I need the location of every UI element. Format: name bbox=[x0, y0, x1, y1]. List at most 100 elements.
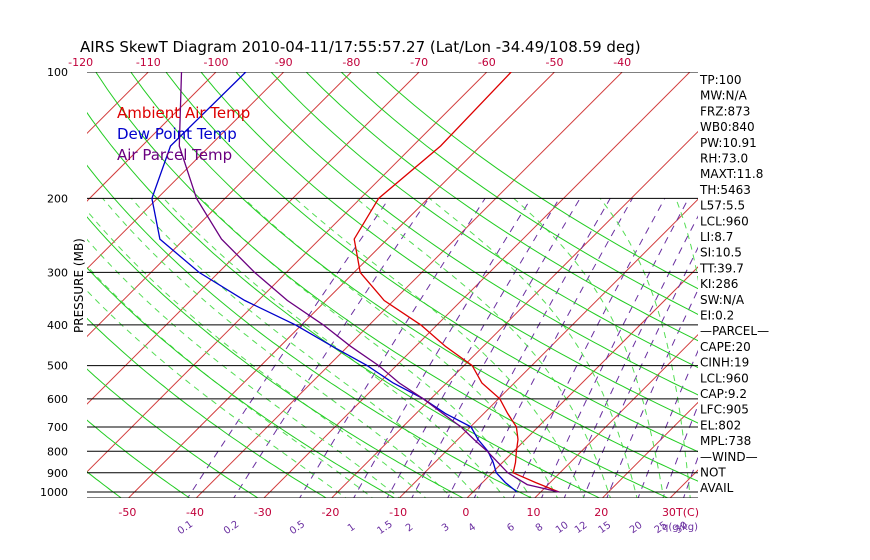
moist-adiabat-line bbox=[87, 290, 347, 498]
pressure-tick-label: 200 bbox=[47, 192, 68, 205]
isotherm-line bbox=[669, 469, 698, 498]
top-temperature-tick: -80 bbox=[342, 56, 360, 69]
y-axis-label: PRESSURE (MB) bbox=[72, 238, 86, 333]
moist-adiabat-line bbox=[87, 210, 427, 498]
isotherm-line bbox=[263, 72, 691, 498]
top-temperature-tick: -40 bbox=[613, 56, 631, 69]
sounding-index-item: RH:73.0 bbox=[700, 152, 748, 166]
isotherm-line bbox=[330, 130, 698, 498]
ambient-air-temp-profile bbox=[353, 72, 560, 493]
pressure-tick-label: 300 bbox=[47, 266, 68, 279]
sounding-index-item: PW:10.91 bbox=[700, 136, 757, 150]
dry-adiabat-line bbox=[130, 72, 698, 482]
mixing-ratio-tick: 12 bbox=[573, 520, 590, 536]
dry-adiabat-line bbox=[270, 72, 698, 369]
mixing-ratio-unit: q(g/kg) bbox=[662, 522, 698, 533]
sounding-index-item: EI:0.2 bbox=[700, 309, 734, 323]
mixing-ratio-line bbox=[563, 215, 698, 498]
dry-adiabat-line bbox=[87, 317, 328, 498]
moist-adiabat-line bbox=[200, 198, 532, 498]
top-temperature-tick: -50 bbox=[546, 56, 564, 69]
dry-adiabat-line bbox=[87, 267, 396, 498]
sounding-index-item: LCL:960 bbox=[700, 214, 749, 228]
isotherm-line bbox=[127, 72, 556, 498]
mixing-ratio-tick: 6 bbox=[505, 522, 517, 535]
bottom-temperature-tick: 10 bbox=[527, 506, 541, 519]
top-temperature-axis: -120 -110 -100 -90 -80 -70 -60 -50 -40 bbox=[68, 56, 631, 69]
mixing-ratio-tick: 8 bbox=[534, 522, 546, 535]
isotherm-line bbox=[87, 72, 150, 135]
chart-title: AIRS SkewT Diagram 2010-04-11/17:55:57.2… bbox=[80, 38, 641, 56]
top-temperature-tick: -120 bbox=[68, 56, 93, 69]
moist-adiabat-line bbox=[513, 198, 665, 498]
pressure-tick-label: 800 bbox=[47, 445, 68, 458]
mixing-ratio-line bbox=[540, 198, 689, 498]
isotherm-line bbox=[87, 72, 217, 202]
dry-adiabat-line bbox=[87, 164, 533, 498]
sounding-index-item: TT:39.7 bbox=[699, 261, 744, 275]
bottom-temperature-tick: 20 bbox=[594, 506, 608, 519]
isobar-lines bbox=[87, 72, 698, 498]
top-temperature-tick: -70 bbox=[410, 56, 428, 69]
moist-adiabat-line bbox=[87, 238, 400, 498]
bottom-temperature-tick: -40 bbox=[186, 506, 204, 519]
mixing-ratio-tick: 2 bbox=[404, 522, 416, 535]
moist-adiabat-line bbox=[599, 198, 691, 498]
sounding-index-item: —PARCEL— bbox=[700, 324, 769, 338]
pressure-tick-label: 500 bbox=[47, 360, 68, 373]
sounding-index-item: LCL:960 bbox=[700, 371, 749, 385]
mixing-ratio-tick: 10 bbox=[554, 520, 571, 536]
mixing-ratio-tick: 1.5 bbox=[375, 519, 394, 537]
sounding-index-item: —WIND— bbox=[700, 450, 758, 464]
isotherm-line bbox=[87, 72, 420, 405]
sounding-index-item: L57:5.5 bbox=[700, 199, 745, 213]
dry-adiabat-line bbox=[200, 72, 698, 424]
dry-adiabat-line bbox=[87, 368, 259, 498]
bottom-temperature-unit: T(C) bbox=[675, 506, 699, 519]
mixing-ratio-tick: 0.5 bbox=[288, 519, 307, 537]
mixing-ratio-line bbox=[233, 198, 430, 498]
sounding-index-item: FRZ:873 bbox=[700, 104, 750, 118]
pressure-tick-label: 100 bbox=[47, 66, 68, 79]
dry-adiabat-line bbox=[375, 72, 698, 290]
pressure-tick-label: 1000 bbox=[40, 486, 68, 499]
isotherm-line bbox=[601, 401, 698, 498]
dry-adiabat-line bbox=[87, 419, 191, 498]
pressure-tick-label: 400 bbox=[47, 319, 68, 332]
legend-dew-point-temp: Dew Point Temp bbox=[117, 125, 237, 143]
sounding-index-item: KI:286 bbox=[700, 277, 738, 291]
sounding-profiles bbox=[151, 72, 560, 493]
sounding-index-item: LFC:905 bbox=[700, 403, 749, 417]
air-parcel-temp-profile bbox=[178, 72, 560, 493]
sounding-index-item: SI:10.5 bbox=[700, 246, 742, 260]
legend-ambient-air-temp: Ambient Air Temp bbox=[117, 104, 250, 122]
moist-adiabat-line bbox=[102, 198, 453, 498]
dry-adiabat-line bbox=[340, 72, 698, 315]
sounding-index-item: TP:100 bbox=[699, 73, 742, 87]
isotherm-line bbox=[533, 333, 698, 498]
pressure-tick-label: 700 bbox=[47, 421, 68, 434]
moist-adiabat-line bbox=[356, 198, 611, 498]
sounding-index-item: WB0:840 bbox=[700, 120, 755, 134]
mixing-ratio-tick: 4 bbox=[466, 522, 478, 535]
bottom-temperature-tick: 30 bbox=[662, 506, 676, 519]
isotherm-line bbox=[735, 31, 870, 501]
dry-adiabat-line bbox=[95, 72, 670, 498]
moist-adiabat-line bbox=[243, 198, 559, 498]
bottom-temperature-tick: 0 bbox=[462, 506, 469, 519]
bottom-temperature-tick: -10 bbox=[389, 506, 407, 519]
mixing-ratio-line bbox=[386, 198, 560, 498]
isotherm-line bbox=[0, 31, 54, 501]
top-temperature-tick: -110 bbox=[136, 56, 161, 69]
pressure-tick-label: 600 bbox=[47, 393, 68, 406]
legend: Ambient Air Temp Dew Point Temp Air Parc… bbox=[117, 104, 250, 164]
mixing-ratio-tick: 0.1 bbox=[176, 519, 195, 537]
sounding-index-item: MAXT:11.8 bbox=[700, 167, 763, 181]
top-temperature-tick: -60 bbox=[478, 56, 496, 69]
top-temperature-tick: -90 bbox=[275, 56, 293, 69]
dew-point-temp-profile bbox=[151, 72, 518, 493]
mixing-ratio-tick: 3 bbox=[440, 522, 452, 535]
mixing-ratio-labels: 0.1 0.2 0.5 1 1.5 2 3 4 6 8 10 12 15 20 25 30q(g/kg) bbox=[176, 519, 698, 537]
